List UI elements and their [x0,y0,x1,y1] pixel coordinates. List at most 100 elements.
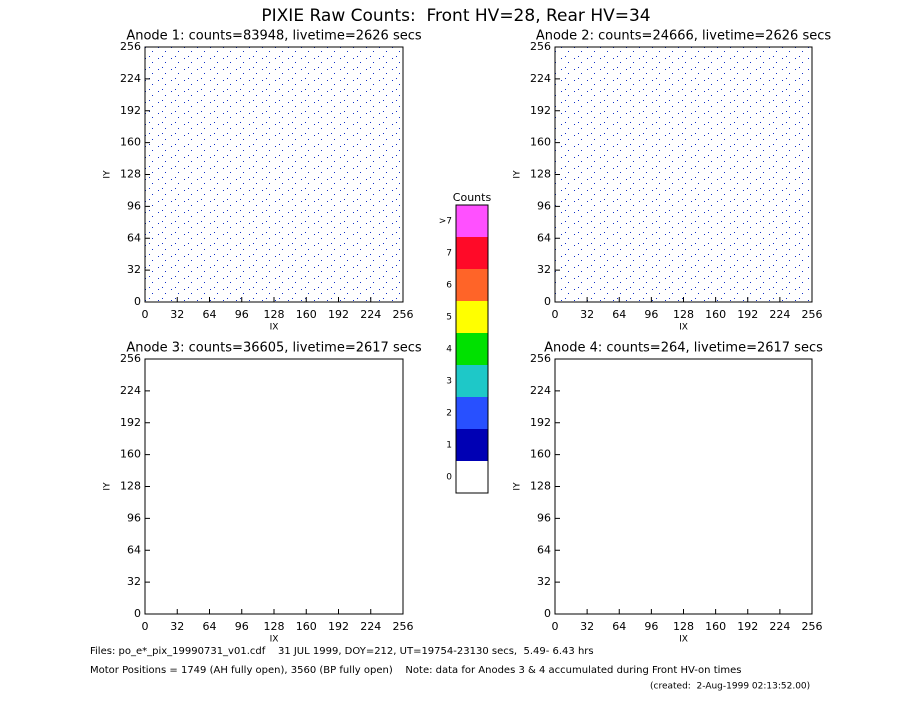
x-tick-label: 256 [802,620,823,633]
x-tick-label: 32 [170,308,184,321]
y-tick-label: 96 [127,511,141,524]
x-tick-label: 256 [393,308,414,321]
colorbar-label: 0 [446,473,452,483]
y-tick-label: 128 [530,480,551,493]
y-tick-label: 0 [544,607,551,620]
x-tick-label: 160 [296,308,317,321]
colorbar-swatch [456,461,488,493]
panel-title: Anode 1: counts=83948, livetime=2626 sec… [126,29,422,44]
plot-frame [554,358,813,615]
y-axis-label: IY [103,482,113,491]
y-tick-label: 256 [120,40,141,53]
x-tick-label: 256 [393,620,414,633]
x-tick-label: 224 [360,308,381,321]
x-tick-label: 0 [552,620,559,633]
x-tick-label: 0 [142,620,149,633]
x-axis-label: IX [679,323,688,333]
x-tick-label: 160 [705,620,726,633]
main-title: PIXIE Raw Counts: Front HV=28, Rear HV=3… [261,6,650,26]
x-tick-label: 224 [360,620,381,633]
colorbar-label: 6 [446,281,452,291]
x-tick-label: 160 [705,308,726,321]
y-tick-label: 256 [530,352,551,365]
x-tick-label: 64 [612,308,626,321]
y-axis-label: IY [103,170,113,179]
colorbar-swatch [456,205,488,237]
colorbar-swatch [456,429,488,461]
x-tick-label: 128 [264,308,285,321]
x-axis-label: IX [270,635,279,645]
x-axis-label: IX [270,323,279,333]
panel-title: Anode 2: counts=24666, livetime=2626 sec… [536,29,832,44]
y-tick-label: 128 [120,480,141,493]
y-tick-label: 128 [120,168,141,181]
y-tick-label: 192 [120,104,141,117]
x-tick-label: 0 [552,308,559,321]
colorbar-label: 5 [446,313,452,323]
x-tick-label: 32 [580,620,594,633]
y-tick-label: 256 [530,40,551,53]
x-tick-label: 256 [802,308,823,321]
y-tick-label: 224 [120,384,141,397]
y-tick-label: 224 [530,384,551,397]
x-tick-label: 96 [644,308,658,321]
y-tick-label: 96 [537,199,551,212]
y-tick-label: 64 [537,231,551,244]
colorbar-label: 4 [446,345,452,355]
x-tick-label: 192 [328,620,349,633]
x-tick-label: 0 [142,308,149,321]
colorbar-swatch [456,301,488,333]
x-tick-label: 64 [612,620,626,633]
y-tick-label: 32 [537,263,551,276]
x-tick-label: 128 [673,620,694,633]
panel-title: Anode 3: counts=36605, livetime=2617 sec… [126,341,422,356]
y-tick-label: 32 [537,575,551,588]
y-tick-label: 224 [120,72,141,85]
colorbar-label: 1 [446,441,452,451]
y-tick-label: 96 [537,511,551,524]
image-texture [145,47,403,302]
y-tick-label: 160 [120,448,141,461]
y-tick-label: 64 [537,543,551,556]
colorbar-label: 7 [446,249,452,259]
y-axis-label: IY [513,482,523,491]
x-tick-label: 224 [769,308,790,321]
y-tick-label: 160 [530,448,551,461]
y-tick-label: 192 [120,416,141,429]
y-tick-label: 160 [120,136,141,149]
y-tick-label: 128 [530,168,551,181]
x-tick-label: 192 [328,308,349,321]
colorbar-label: >7 [439,217,452,227]
x-tick-label: 224 [769,620,790,633]
x-tick-label: 192 [737,308,758,321]
image-texture [555,47,812,302]
colorbar-label: 3 [446,377,452,387]
x-tick-label: 64 [203,308,217,321]
colorbar-swatch [456,397,488,429]
y-tick-label: 0 [134,607,141,620]
y-tick-label: 192 [530,416,551,429]
footer-files: Files: po_e*_pix_19990731_v01.cdf 31 JUL… [90,646,594,657]
x-tick-label: 160 [296,620,317,633]
y-tick-label: 224 [530,72,551,85]
y-tick-label: 0 [544,295,551,308]
colorbar-label: 2 [446,409,452,419]
x-tick-label: 64 [203,620,217,633]
x-tick-label: 96 [644,620,658,633]
y-axis-label: IY [513,170,523,179]
colorbar-swatch [456,237,488,269]
x-axis-label: IX [679,635,688,645]
y-tick-label: 64 [127,543,141,556]
x-tick-label: 96 [235,308,249,321]
footer-note: Motor Positions = 1749 (AH fully open), … [90,665,742,676]
colorbar-swatch [456,333,488,365]
y-tick-label: 32 [127,575,141,588]
y-tick-label: 32 [127,263,141,276]
panel-title: Anode 4: counts=264, livetime=2617 secs [544,341,823,356]
colorbar-swatch [456,365,488,397]
footer-created: (created: 2-Aug-1999 02:13:52.00) [650,682,810,692]
y-tick-label: 0 [134,295,141,308]
plot-frame [144,358,404,615]
x-tick-label: 32 [580,308,594,321]
